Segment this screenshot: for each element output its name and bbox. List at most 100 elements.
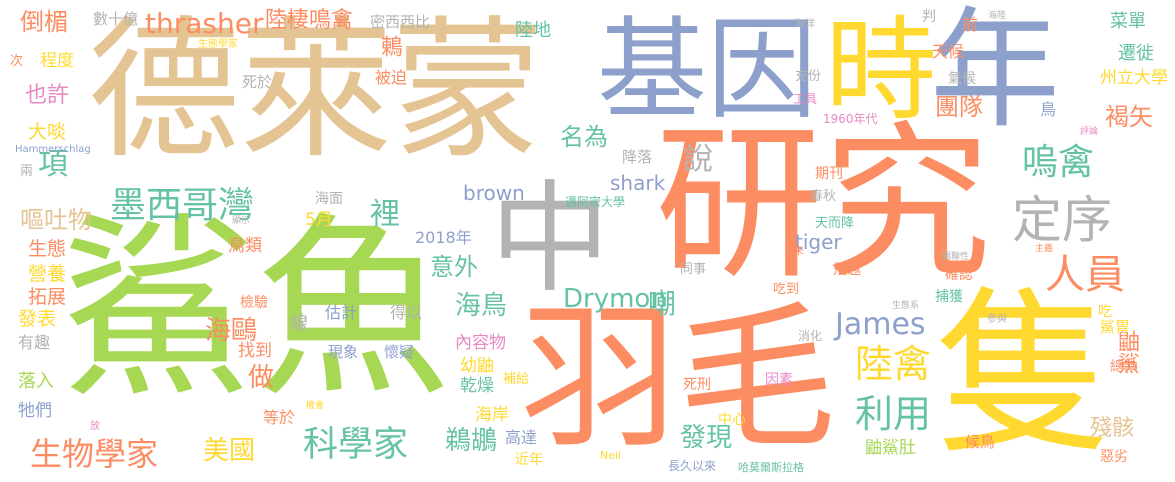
- word: 程度: [40, 51, 74, 71]
- word: 海鳥: [455, 291, 508, 321]
- word: 5月: [305, 210, 333, 230]
- word: 估計: [325, 303, 358, 322]
- word: 生態學家: [198, 39, 238, 50]
- word: 生態: [28, 238, 67, 260]
- word: 陸禽: [855, 342, 932, 386]
- word: 菜單: [1110, 11, 1146, 32]
- word: 時: [825, 6, 937, 136]
- word: 1960年代: [823, 112, 878, 126]
- word: 主義: [1035, 244, 1054, 254]
- word: 鼬鯊: [1114, 330, 1139, 374]
- word: 殘骸: [1090, 416, 1135, 441]
- word: 嘔吐物: [20, 206, 92, 234]
- word: 陸地: [515, 20, 551, 41]
- word: 高達: [505, 428, 538, 447]
- word: 密西西比: [370, 13, 431, 31]
- word: 發表: [18, 308, 57, 330]
- word: 放: [90, 421, 100, 432]
- word: 有趣: [18, 333, 51, 352]
- word: 年: [930, 0, 1061, 146]
- word: 線: [290, 313, 308, 334]
- word: 氣候: [948, 71, 976, 87]
- word: 消化: [798, 329, 823, 343]
- word: brown: [463, 181, 525, 205]
- word: 名為: [560, 123, 608, 151]
- word: 團隊: [935, 93, 983, 121]
- word: 幼鼬: [460, 356, 494, 376]
- word: 天候: [932, 42, 965, 61]
- word: 科學家: [303, 425, 409, 465]
- word: 哈莫爾斯拉格: [738, 461, 804, 474]
- word: 降落: [622, 148, 653, 166]
- word: 鯊魚: [60, 196, 450, 423]
- word: 海岸: [475, 405, 509, 425]
- word: 得以: [390, 303, 423, 322]
- word: 海鷗: [205, 316, 258, 346]
- word: 未: [793, 244, 804, 257]
- word: 參與: [987, 314, 1007, 325]
- word: 數十億: [93, 10, 139, 28]
- word: 鯊胃: [1100, 318, 1131, 336]
- word: 次: [10, 54, 24, 69]
- word: 裡: [370, 197, 400, 232]
- word: 關聯性: [942, 252, 970, 262]
- word: 內容物: [455, 333, 506, 353]
- word: 候鳥: [965, 433, 996, 451]
- word: 鵜鶘: [445, 426, 498, 456]
- word: Neil: [600, 449, 622, 462]
- word: 天而降: [815, 216, 855, 231]
- word: 美國: [203, 436, 256, 466]
- word: 前: [962, 15, 979, 34]
- word: 倒楣: [20, 8, 68, 36]
- word: 拓展: [28, 286, 67, 308]
- word: 隻: [935, 271, 1113, 478]
- word: 充份: [795, 69, 822, 84]
- word: 生態系: [892, 301, 920, 311]
- word: 鶇: [377, 35, 402, 57]
- word: 中心: [718, 412, 746, 428]
- word: 遷徙: [1118, 43, 1154, 64]
- word: 海陸: [988, 11, 1007, 21]
- word: 評論: [1080, 127, 1099, 137]
- word: 吃: [1098, 304, 1112, 320]
- word: 褐矢: [1105, 103, 1153, 131]
- word: 兩: [20, 164, 34, 179]
- word: 中: [490, 170, 610, 309]
- word: 乾燥: [460, 376, 494, 396]
- word: 懷疑: [384, 343, 415, 361]
- word: 州立大學: [1100, 68, 1168, 88]
- word: 研究: [655, 106, 991, 302]
- word: 嘲: [648, 287, 677, 320]
- word: 死刑: [683, 377, 711, 393]
- word: 意外: [430, 253, 478, 281]
- word: 鳥: [1040, 100, 1057, 119]
- word: 海面: [315, 191, 343, 207]
- word: 現象: [328, 343, 359, 361]
- word: 找到: [238, 341, 272, 361]
- word: 鳥類: [228, 236, 262, 256]
- word: Hammerschlag: [15, 144, 91, 155]
- word: 德萊蒙: [88, 2, 544, 179]
- word: tiger: [795, 230, 842, 254]
- word: 陸棲鳴禽: [265, 8, 354, 33]
- word: 大啖: [28, 121, 67, 143]
- word: 惡劣: [1100, 449, 1128, 465]
- word: 牠們: [18, 401, 52, 421]
- word: 春秋: [810, 189, 837, 204]
- word: 生物學家: [30, 435, 159, 473]
- word: 近年: [515, 452, 543, 468]
- word: 飛越: [833, 262, 861, 278]
- word: 定序: [1012, 191, 1112, 249]
- word: 嗚禽: [1022, 142, 1095, 183]
- word: 長久以來: [668, 459, 717, 473]
- word: 鼬鯊肚: [865, 438, 916, 458]
- word: 檢驗: [240, 295, 268, 311]
- word: 2018年: [415, 228, 472, 247]
- word: 做: [248, 363, 275, 393]
- word: 確認: [945, 267, 973, 283]
- word: 羽毛: [520, 287, 836, 471]
- word: 發現: [680, 423, 733, 453]
- word: 人員: [1045, 252, 1125, 298]
- word: 因素: [765, 372, 793, 388]
- word: 說: [683, 142, 713, 177]
